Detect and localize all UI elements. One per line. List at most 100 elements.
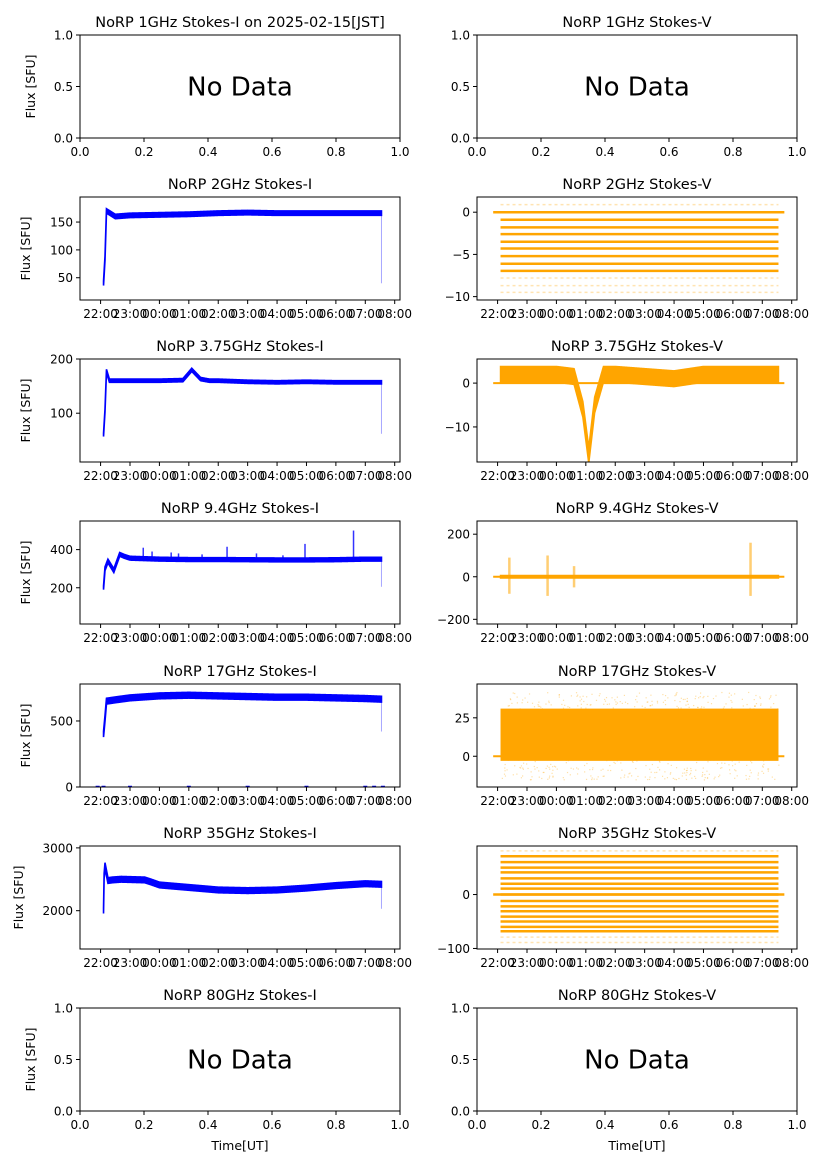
noise-point <box>675 767 678 769</box>
noise-point <box>506 769 508 771</box>
x-tick-label: 07:00 <box>348 469 383 483</box>
noise-point <box>684 698 686 700</box>
noise-point <box>767 768 770 770</box>
noise-point <box>667 697 669 699</box>
noise-point <box>553 765 556 767</box>
noise-point <box>576 767 578 769</box>
noise-point <box>545 767 547 770</box>
x-tick-label: 0.2 <box>134 1118 153 1132</box>
x-tick-label: 23:00 <box>113 631 148 645</box>
noise-point <box>676 692 678 694</box>
noise-point <box>629 772 631 774</box>
noise-point <box>522 767 524 769</box>
x-tick-label: 02:00 <box>598 794 633 808</box>
noise-point <box>716 762 719 765</box>
noise-point <box>702 767 704 769</box>
x-tick-label: 08:00 <box>377 631 412 645</box>
noise-point <box>657 766 659 769</box>
noise-point <box>510 699 512 701</box>
x-tick-label: 03:00 <box>230 307 265 321</box>
noise-point <box>723 706 725 708</box>
noise-point <box>687 703 689 705</box>
noise-point <box>713 778 715 780</box>
noise-point <box>576 773 579 775</box>
x-tick-label: 05:00 <box>289 307 324 321</box>
noise-point <box>637 775 639 778</box>
noise-point <box>531 776 533 778</box>
chart-3.75ghz-v: NoRP 3.75GHz Stokes-V −10 0 22:0023:0000:00… <box>445 339 809 483</box>
noise-point <box>651 763 654 766</box>
noise-point <box>757 774 759 776</box>
y-tick-label: 0.0 <box>451 132 470 146</box>
noise-point <box>775 694 777 696</box>
chart-title: NoRP 2GHz Stokes-I <box>168 177 312 193</box>
y-axis-label: Flux [SFU] <box>11 866 26 930</box>
noise-point <box>503 773 506 775</box>
noise-point <box>704 774 706 776</box>
x-tick-label: 23:00 <box>113 956 148 970</box>
noise-point <box>543 771 545 774</box>
noise-point <box>689 772 692 774</box>
noise-point <box>645 697 647 699</box>
y-tick-label: 0.0 <box>54 132 73 146</box>
noise-point <box>734 693 736 695</box>
x-tick-label: 22:00 <box>480 956 515 970</box>
noise-point <box>649 768 651 770</box>
x-tick-label: 02:00 <box>201 794 236 808</box>
noise-point <box>638 692 641 694</box>
noise-point <box>703 779 706 781</box>
noise-point <box>730 699 732 702</box>
x-tick-label: 07:00 <box>745 631 780 645</box>
noise-point <box>636 695 638 697</box>
noise-point <box>623 694 626 697</box>
chart-title: NoRP 3.75GHz Stokes-V <box>551 339 723 355</box>
noise-point <box>586 762 588 765</box>
noise-point <box>702 771 704 774</box>
noise-point <box>519 766 521 769</box>
noise-point <box>562 699 565 701</box>
plot-area <box>102 530 383 590</box>
noise-point <box>520 777 523 779</box>
x-tick-label: 1.0 <box>787 1118 806 1132</box>
stokes-i-series <box>102 207 383 286</box>
x-tick-label: 06:00 <box>716 307 751 321</box>
noise-point <box>754 705 756 707</box>
noise-point <box>690 767 692 770</box>
axes-frame <box>79 845 401 950</box>
y-tick-label: 1.0 <box>451 1002 470 1016</box>
noise-point <box>698 697 700 699</box>
y-tick-label: −10 <box>445 290 470 304</box>
noise-point <box>686 700 688 702</box>
noise-point <box>724 762 726 764</box>
noise-point <box>621 702 623 704</box>
y-axis-label: Flux [SFU] <box>23 1028 38 1092</box>
noise-point <box>680 707 682 709</box>
y-tick-label: −100 <box>437 942 470 956</box>
noise-point <box>735 770 737 772</box>
y-tick-label: 0 <box>462 377 470 391</box>
x-tick-label: 05:00 <box>686 307 721 321</box>
noise-point <box>516 702 518 704</box>
noise-point <box>598 695 600 697</box>
x-tick-label: 07:00 <box>745 307 780 321</box>
x-tick-label: 07:00 <box>348 956 383 970</box>
noise-point <box>693 704 695 707</box>
noise-point <box>612 707 614 709</box>
noise-point <box>675 694 677 696</box>
noise-point <box>675 693 677 695</box>
x-tick-label: 22:00 <box>83 794 118 808</box>
noise-point <box>533 706 536 708</box>
y-axis-label: Flux [SFU] <box>18 217 33 281</box>
noise-point <box>580 698 583 700</box>
noise-point <box>738 761 740 763</box>
y-tick-label: 0.5 <box>54 1053 73 1067</box>
chart-17ghz-v: NoRP 17GHz Stokes-V 0 25 22:0023:0000:0001:… <box>455 664 809 808</box>
noise-point <box>512 774 514 776</box>
noise-point <box>686 697 688 700</box>
noise-point <box>684 772 686 774</box>
noise-point <box>591 777 593 779</box>
noise-point <box>691 777 693 779</box>
noise-point <box>656 700 659 702</box>
x-tick-label: 22:00 <box>480 469 515 483</box>
noise-point <box>731 707 733 709</box>
